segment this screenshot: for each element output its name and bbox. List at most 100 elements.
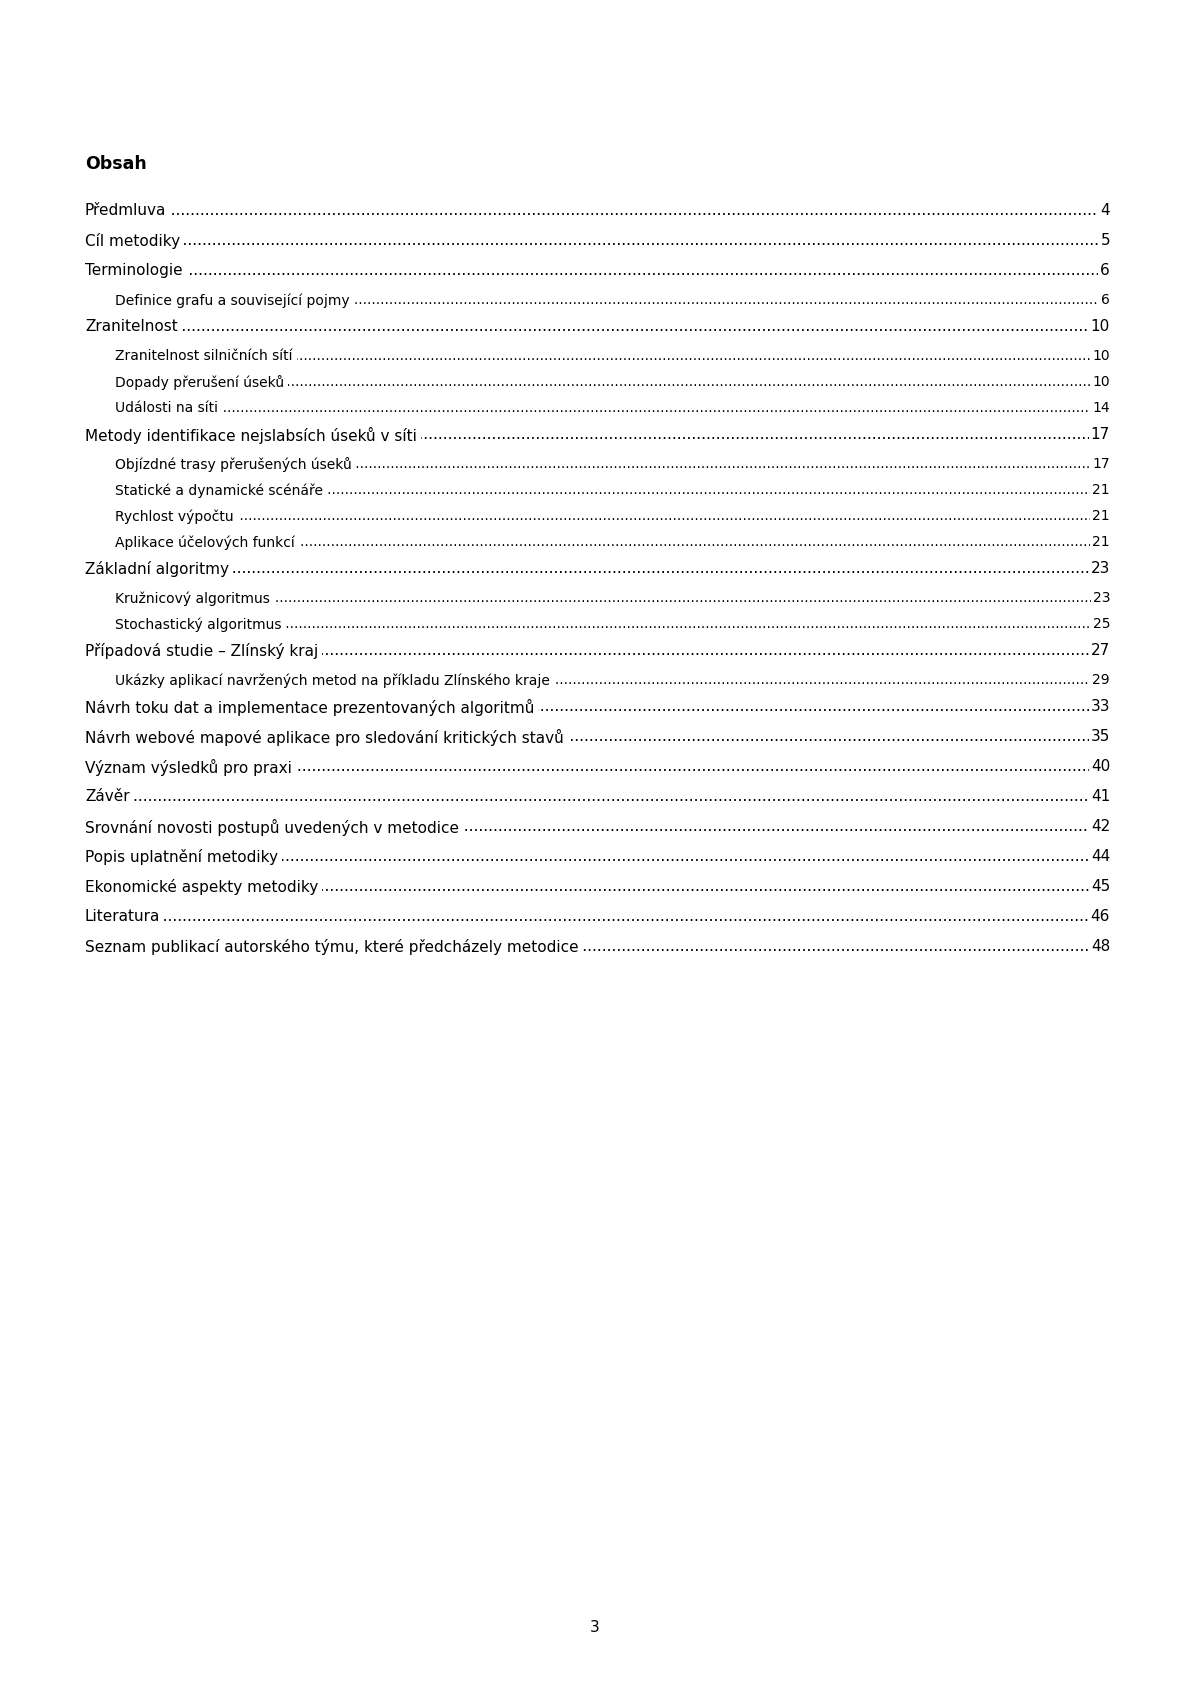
Bar bbox=[288, 370, 1090, 401]
Text: ................................................................................: ........................................… bbox=[0, 729, 1190, 744]
Bar bbox=[322, 638, 1089, 674]
Text: Dopady přerušení úseků: Dopady přerušení úseků bbox=[115, 376, 284, 391]
Text: Události na síti: Události na síti bbox=[115, 401, 218, 414]
Bar bbox=[184, 229, 1098, 263]
Text: 6: 6 bbox=[1101, 263, 1110, 278]
Text: 3: 3 bbox=[590, 1620, 600, 1635]
Bar bbox=[553, 669, 1090, 699]
Text: Seznam publikací autorského týmu, které předcházely metodice: Seznam publikací autorského týmu, které … bbox=[84, 940, 578, 955]
Text: 21: 21 bbox=[1092, 509, 1110, 524]
Text: ................................................................................: ........................................… bbox=[0, 818, 1190, 834]
Bar bbox=[282, 845, 1089, 879]
Bar bbox=[238, 505, 1090, 536]
Text: 33: 33 bbox=[1090, 699, 1110, 714]
Bar bbox=[233, 557, 1089, 591]
Bar bbox=[274, 588, 1090, 616]
Text: 10: 10 bbox=[1092, 376, 1110, 389]
Text: ................................................................................: ........................................… bbox=[0, 536, 1190, 549]
Text: ................................................................................: ........................................… bbox=[0, 204, 1190, 217]
Bar bbox=[296, 754, 1089, 790]
Text: Ukázky aplikací navržených metod na příkladu Zlínského kraje: Ukázky aplikací navržených metod na přík… bbox=[115, 674, 550, 687]
Text: ................................................................................: ........................................… bbox=[0, 643, 1190, 658]
Text: 17: 17 bbox=[1091, 428, 1110, 441]
Text: 6: 6 bbox=[1101, 293, 1110, 306]
Text: 4: 4 bbox=[1101, 204, 1110, 217]
Text: ................................................................................: ........................................… bbox=[0, 401, 1190, 414]
Text: Stochastický algoritmus: Stochastický algoritmus bbox=[115, 616, 282, 632]
Bar bbox=[286, 613, 1090, 643]
Text: Objízdné trasy přerušených úseků: Objízdné trasy přerušených úseků bbox=[115, 456, 352, 472]
Text: ................................................................................: ........................................… bbox=[0, 428, 1190, 441]
Bar bbox=[182, 315, 1089, 349]
Text: Návrh webové mapové aplikace pro sledování kritických stavů: Návrh webové mapové aplikace pro sledová… bbox=[84, 729, 564, 746]
Bar bbox=[187, 259, 1098, 293]
Bar bbox=[421, 423, 1089, 456]
Text: ................................................................................: ........................................… bbox=[0, 561, 1190, 576]
Text: Význam výsledků pro praxi: Význam výsledků pro praxi bbox=[84, 759, 292, 776]
Text: 41: 41 bbox=[1091, 790, 1110, 803]
Bar bbox=[327, 478, 1090, 509]
Text: ................................................................................: ........................................… bbox=[0, 849, 1190, 864]
Text: 10: 10 bbox=[1091, 318, 1110, 333]
Text: ................................................................................: ........................................… bbox=[0, 616, 1190, 632]
Text: ................................................................................: ........................................… bbox=[0, 232, 1190, 248]
Text: ................................................................................: ........................................… bbox=[0, 263, 1190, 278]
Text: ................................................................................: ........................................… bbox=[0, 879, 1190, 894]
Text: ................................................................................: ........................................… bbox=[0, 699, 1190, 714]
Text: Popis uplatnění metodiky: Popis uplatnění metodiky bbox=[84, 849, 278, 866]
Bar bbox=[538, 695, 1089, 729]
Text: ................................................................................: ........................................… bbox=[0, 318, 1190, 333]
Bar bbox=[322, 876, 1089, 909]
Text: ................................................................................: ........................................… bbox=[0, 790, 1190, 803]
Text: Srovnání novosti postupů uvedených v metodice: Srovnání novosti postupů uvedených v met… bbox=[84, 818, 459, 835]
Text: ................................................................................: ........................................… bbox=[0, 940, 1190, 955]
Text: 40: 40 bbox=[1091, 759, 1110, 775]
Text: Terminologie: Terminologie bbox=[84, 263, 182, 278]
Text: ................................................................................: ........................................… bbox=[0, 456, 1190, 472]
Bar bbox=[299, 530, 1090, 561]
Text: Ekonomické aspekty metodiky: Ekonomické aspekty metodiky bbox=[84, 879, 318, 894]
Text: Statické a dynamické scénáře: Statické a dynamické scénáře bbox=[115, 483, 322, 497]
Bar bbox=[164, 904, 1089, 940]
Text: Literatura: Literatura bbox=[84, 909, 161, 925]
Text: Cíl metodiky: Cíl metodiky bbox=[84, 232, 180, 249]
Text: ................................................................................: ........................................… bbox=[0, 483, 1190, 497]
Text: ................................................................................: ........................................… bbox=[0, 376, 1190, 389]
Bar bbox=[170, 199, 1098, 232]
Text: Zranitelnost: Zranitelnost bbox=[84, 318, 177, 333]
Text: Zranitelnost silničních sítí: Zranitelnost silničních sítí bbox=[115, 349, 293, 364]
Text: Předmluva: Předmluva bbox=[84, 204, 167, 217]
Text: Základní algoritmy: Základní algoritmy bbox=[84, 561, 228, 578]
Text: Metody identifikace nejslabsích úseků v síti: Metody identifikace nejslabsích úseků v … bbox=[84, 428, 416, 445]
Text: ................................................................................: ........................................… bbox=[0, 759, 1190, 775]
Text: Definice grafu a související pojmy: Definice grafu a související pojmy bbox=[115, 293, 350, 308]
Bar bbox=[568, 726, 1089, 759]
Bar bbox=[583, 935, 1089, 968]
Bar bbox=[353, 290, 1100, 318]
Text: 44: 44 bbox=[1091, 849, 1110, 864]
Text: ................................................................................: ........................................… bbox=[0, 909, 1190, 925]
Text: 21: 21 bbox=[1092, 536, 1110, 549]
Text: 10: 10 bbox=[1092, 349, 1110, 364]
Text: 27: 27 bbox=[1091, 643, 1110, 658]
Bar bbox=[296, 345, 1090, 376]
Bar bbox=[356, 453, 1090, 483]
Text: 14: 14 bbox=[1092, 401, 1110, 414]
Text: 35: 35 bbox=[1090, 729, 1110, 744]
Text: ................................................................................: ........................................… bbox=[0, 509, 1190, 524]
Text: Případová studie – Zlínský kraj: Případová studie – Zlínský kraj bbox=[84, 643, 318, 658]
Text: 25: 25 bbox=[1092, 616, 1110, 632]
Text: Obsah: Obsah bbox=[84, 155, 146, 173]
Text: 23: 23 bbox=[1092, 591, 1110, 605]
Text: 23: 23 bbox=[1090, 561, 1110, 576]
Text: Návrh toku dat a implementace prezentovaných algoritmů: Návrh toku dat a implementace prezentova… bbox=[84, 699, 534, 716]
Bar bbox=[463, 815, 1089, 849]
Text: ................................................................................: ........................................… bbox=[0, 591, 1190, 605]
Text: 21: 21 bbox=[1092, 483, 1110, 497]
Bar bbox=[133, 785, 1089, 818]
Text: 45: 45 bbox=[1091, 879, 1110, 894]
Text: Aplikace účelových funkcí: Aplikace účelových funkcí bbox=[115, 536, 295, 549]
Text: 5: 5 bbox=[1101, 232, 1110, 248]
Text: ................................................................................: ........................................… bbox=[0, 349, 1190, 364]
Text: Kružnicový algoritmus: Kružnicový algoritmus bbox=[115, 591, 270, 606]
